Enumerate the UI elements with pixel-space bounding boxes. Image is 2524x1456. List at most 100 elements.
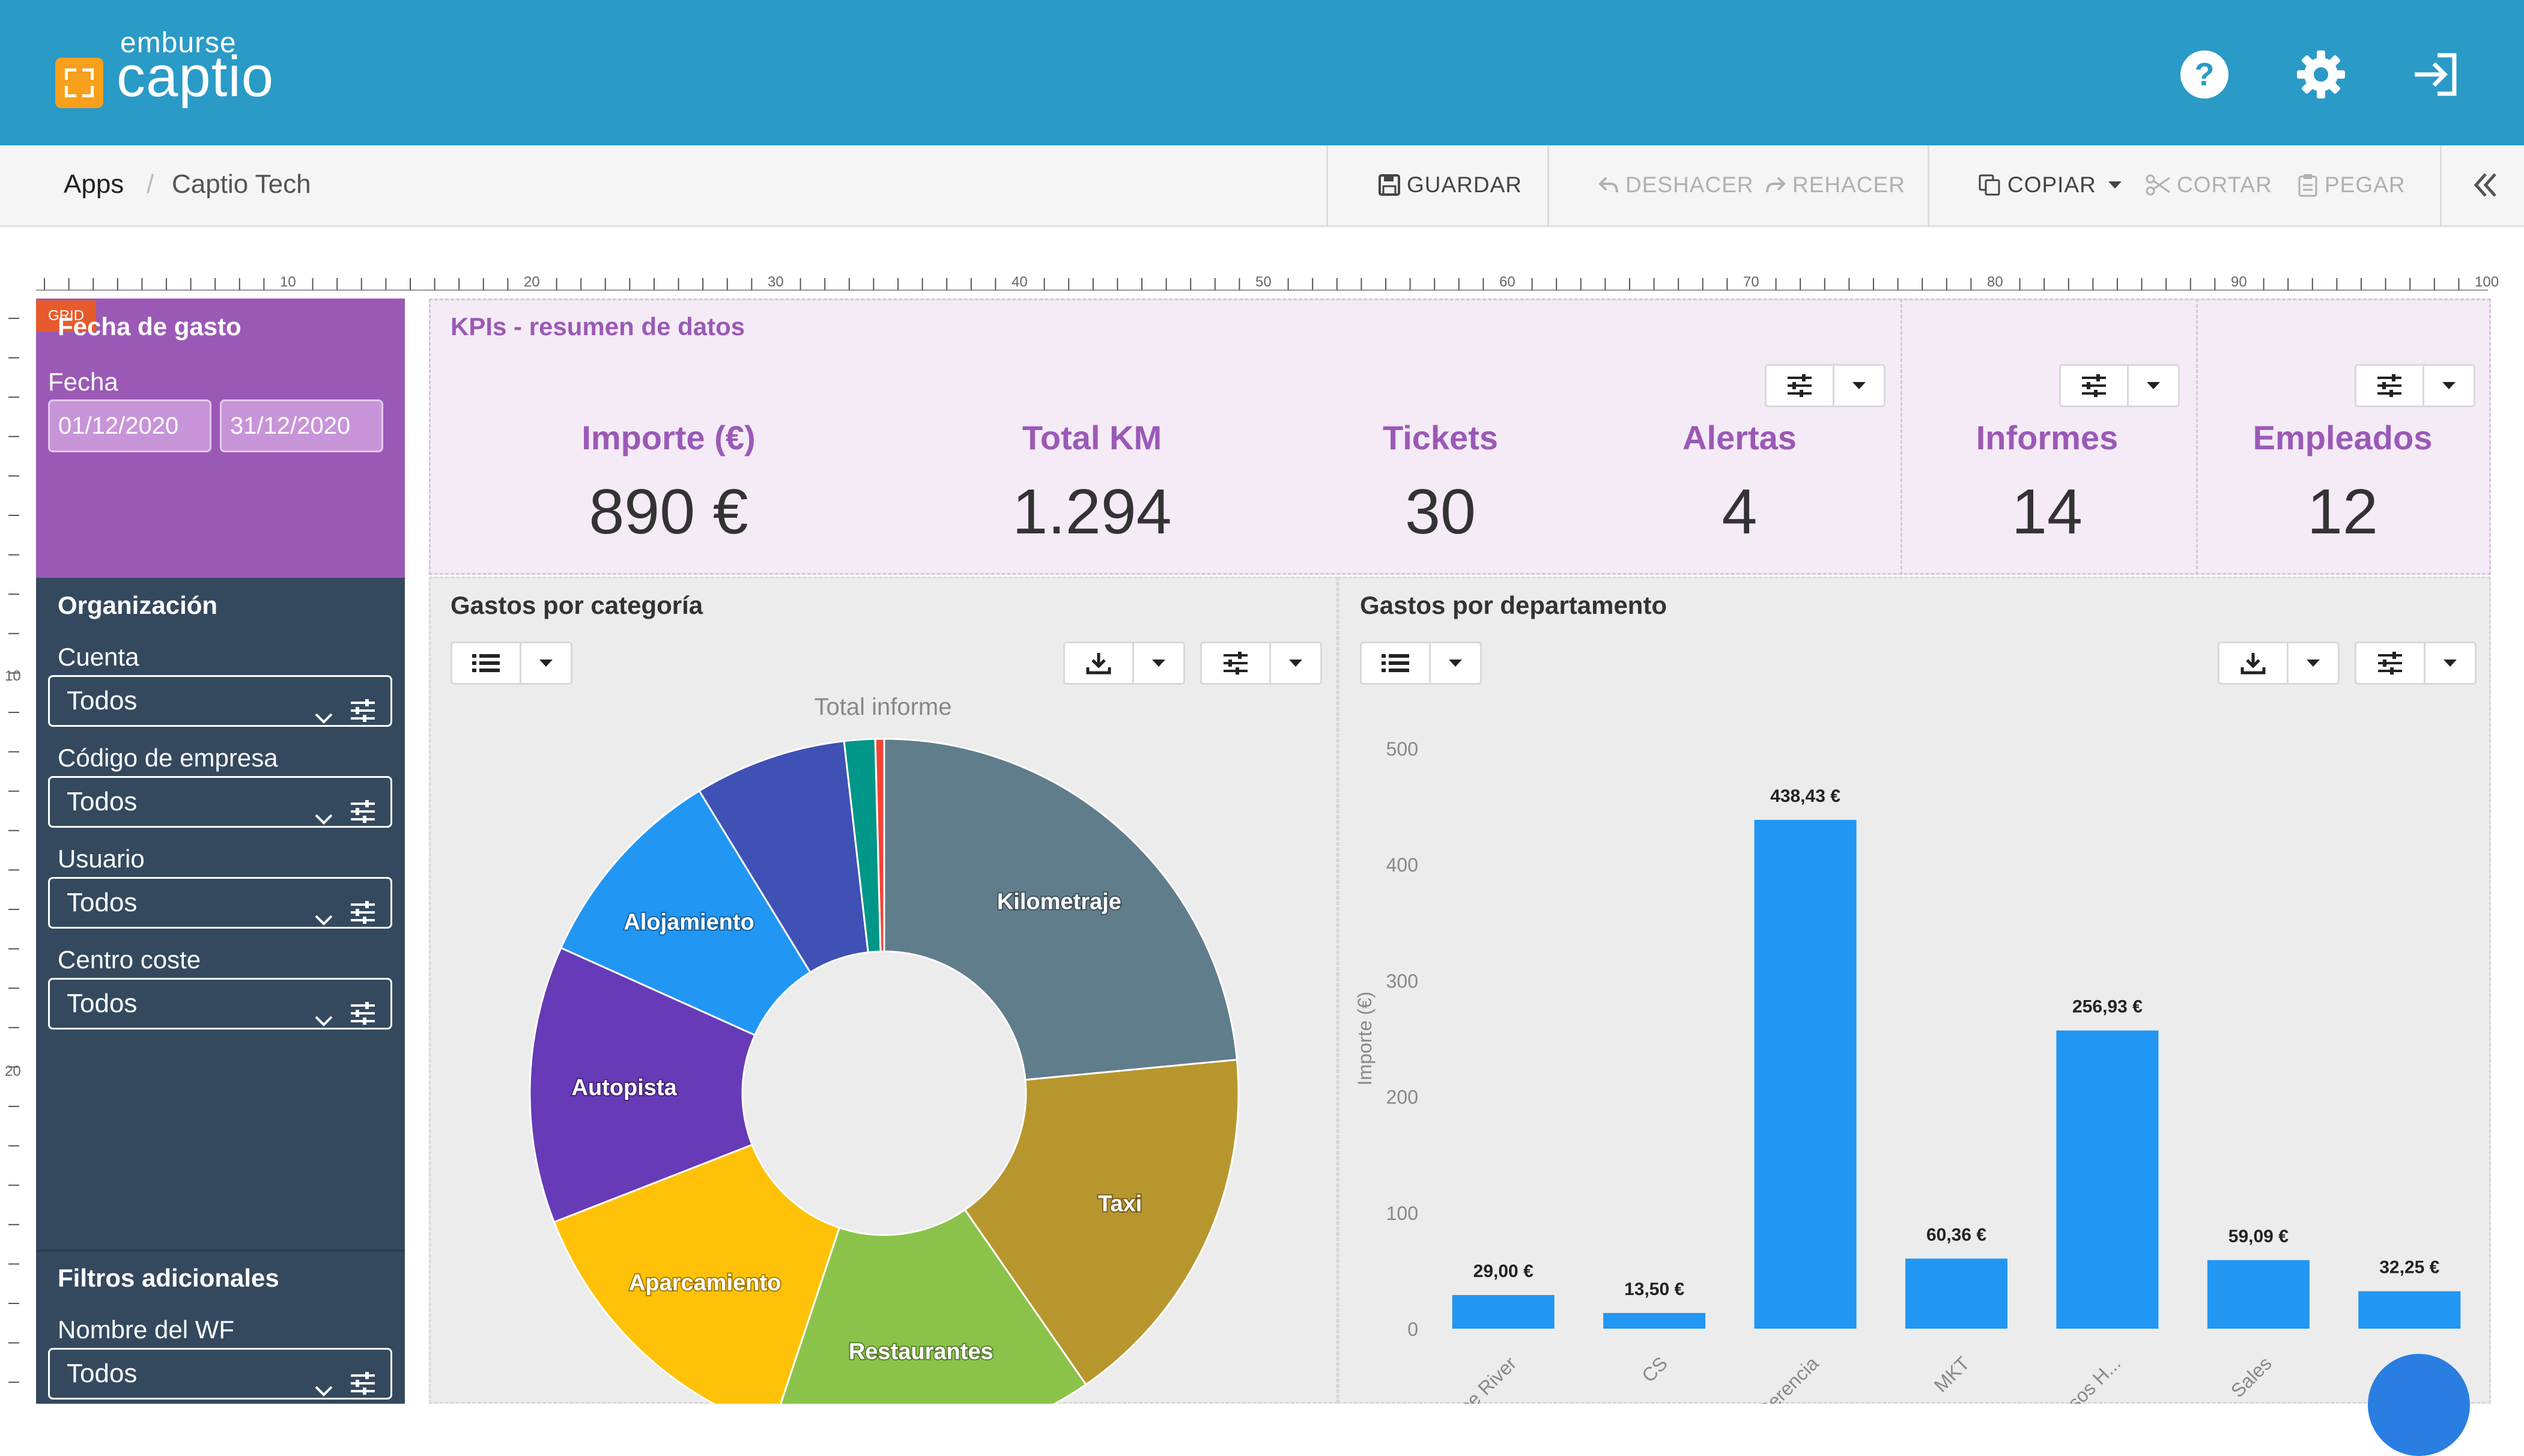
donut-slice[interactable] — [553, 1143, 841, 1404]
redo-icon — [1766, 177, 1786, 193]
undo-button[interactable]: DESHACER — [1598, 172, 1754, 198]
ruler-top-label: 60 — [1499, 274, 1515, 290]
kpi-divider — [2196, 299, 2198, 575]
department-bar[interactable] — [2207, 1260, 2310, 1329]
app-header — [0, 0, 2524, 145]
department-bar[interactable] — [1754, 819, 1857, 1329]
donut-slice[interactable] — [772, 1208, 1087, 1404]
settings-sliders-icon[interactable] — [2059, 364, 2129, 407]
copy-icon — [1979, 174, 2000, 196]
settings-sliders-icon[interactable] — [1765, 364, 1834, 407]
chevron-down-icon[interactable] — [314, 793, 334, 842]
settings-sliders-icon[interactable] — [1200, 642, 1271, 685]
ruler-top-label: 70 — [1743, 274, 1759, 290]
kpi-value: 1.294 — [1012, 476, 1172, 547]
filter-select[interactable]: Todos — [48, 776, 392, 828]
ruler-top-label: 10 — [280, 274, 296, 290]
toolbar-divider — [1326, 145, 1328, 227]
caret-down-icon[interactable] — [2425, 642, 2477, 685]
breadcrumb-apps[interactable]: Apps — [64, 169, 124, 199]
paste-button[interactable]: PEGAR — [2297, 172, 2406, 198]
gear-icon[interactable] — [2296, 49, 2346, 100]
filter-select[interactable]: Todos — [48, 978, 392, 1030]
donut-slice[interactable] — [559, 789, 812, 1037]
logout-icon[interactable] — [2410, 49, 2460, 100]
caret-down-icon[interactable] — [521, 642, 572, 685]
list-view-icon[interactable] — [1360, 642, 1431, 685]
department-bar[interactable] — [2056, 1030, 2159, 1329]
caret-down-icon[interactable] — [1134, 642, 1185, 685]
chevron-down-icon[interactable] — [314, 693, 334, 741]
add-fab-button[interactable] — [2368, 1354, 2470, 1456]
y-tick-label: 0 — [1407, 1318, 1418, 1340]
chevron-down-icon[interactable] — [314, 1365, 334, 1413]
help-icon[interactable]: ? — [2179, 49, 2230, 100]
save-button[interactable]: GUARDAR — [1378, 172, 1522, 198]
ruler-top-label: 20 — [524, 274, 540, 290]
filter-settings-icon[interactable] — [350, 993, 376, 1041]
filter-select[interactable]: Todos — [48, 675, 392, 727]
ruler-left-label: 10 — [5, 668, 21, 684]
bar-value-label: 60,36 € — [1926, 1225, 1986, 1245]
filter-label: Código de empresa — [58, 744, 278, 772]
kpi-value: 30 — [1405, 476, 1476, 547]
caret-down-icon[interactable] — [1431, 642, 1482, 685]
department-bar[interactable] — [1905, 1258, 2007, 1329]
y-tick-label: 500 — [1386, 738, 1418, 760]
date-panel-title: Fecha de gasto — [58, 312, 241, 341]
donut-chart-title: Total informe — [815, 694, 952, 720]
extra-filters-title: Filtros adicionales — [58, 1264, 279, 1292]
cut-button[interactable]: CORTAR — [2146, 172, 2272, 198]
caret-down-icon[interactable] — [1271, 642, 1322, 685]
caret-down-icon[interactable] — [2129, 364, 2180, 407]
download-icon[interactable] — [2218, 642, 2289, 685]
donut-slice-label: Restaurantes — [849, 1339, 994, 1365]
filter-select[interactable]: Todos — [48, 877, 392, 929]
filter-settings-icon[interactable] — [350, 791, 376, 839]
collapse-panel-icon[interactable] — [2471, 171, 2500, 202]
copy-button[interactable]: COPIAR — [1977, 172, 2129, 198]
settings-sliders-icon[interactable] — [2355, 642, 2425, 685]
caret-down-icon[interactable] — [2107, 180, 2123, 190]
filter-settings-icon[interactable] — [350, 892, 376, 940]
filter-settings-icon[interactable] — [350, 690, 376, 738]
donut-slice-label: Aparcamiento — [629, 1270, 781, 1296]
donut-slice-label: Alojamiento — [623, 910, 754, 935]
download-icon[interactable] — [1063, 642, 1134, 685]
department-chart-title: Gastos por departamento — [1360, 591, 1667, 619]
filter-select[interactable]: Todos — [48, 1348, 392, 1400]
toolbar-divider — [1928, 145, 1929, 227]
y-tick-label: 100 — [1386, 1203, 1418, 1224]
caret-down-icon[interactable] — [1834, 364, 1885, 407]
kpi-value: 12 — [2307, 476, 2378, 547]
chevron-down-icon[interactable] — [314, 894, 334, 942]
ruler-top-label: 90 — [2231, 274, 2247, 290]
grid-tag: GRID — [36, 300, 96, 332]
department-bar[interactable] — [2358, 1291, 2461, 1329]
redo-button[interactable]: REHACER — [1765, 172, 1905, 198]
x-category-label: Gerencia — [1752, 1352, 1822, 1404]
panel-divider — [36, 1249, 405, 1252]
ruler-top-label: 100 — [2475, 274, 2499, 290]
ruler-top-label: 80 — [1987, 274, 2003, 290]
date-from-input[interactable]: 01/12/2020 — [48, 399, 211, 452]
filter-settings-icon[interactable] — [350, 1363, 376, 1411]
donut-slice[interactable] — [883, 738, 1238, 1081]
date-to-input[interactable]: 31/12/2020 — [220, 399, 383, 452]
settings-sliders-icon[interactable] — [2355, 364, 2424, 407]
donut-slice[interactable] — [963, 1058, 1240, 1386]
donut-slice[interactable] — [874, 738, 885, 953]
filter-select-value: Todos — [67, 888, 138, 917]
scissors-icon — [2146, 174, 2170, 196]
redo-label: REHACER — [1792, 172, 1905, 197]
filter-select-value: Todos — [67, 989, 138, 1018]
filter-label: Usuario — [58, 845, 145, 873]
caret-down-icon[interactable] — [2424, 364, 2475, 407]
caret-down-icon[interactable] — [2289, 642, 2340, 685]
donut-slice[interactable] — [529, 947, 756, 1224]
department-bar[interactable] — [1452, 1294, 1555, 1329]
list-view-icon[interactable] — [450, 642, 521, 685]
bar-value-label: 29,00 € — [1473, 1261, 1534, 1281]
department-bar[interactable] — [1603, 1312, 1706, 1329]
chevron-down-icon[interactable] — [314, 995, 334, 1043]
